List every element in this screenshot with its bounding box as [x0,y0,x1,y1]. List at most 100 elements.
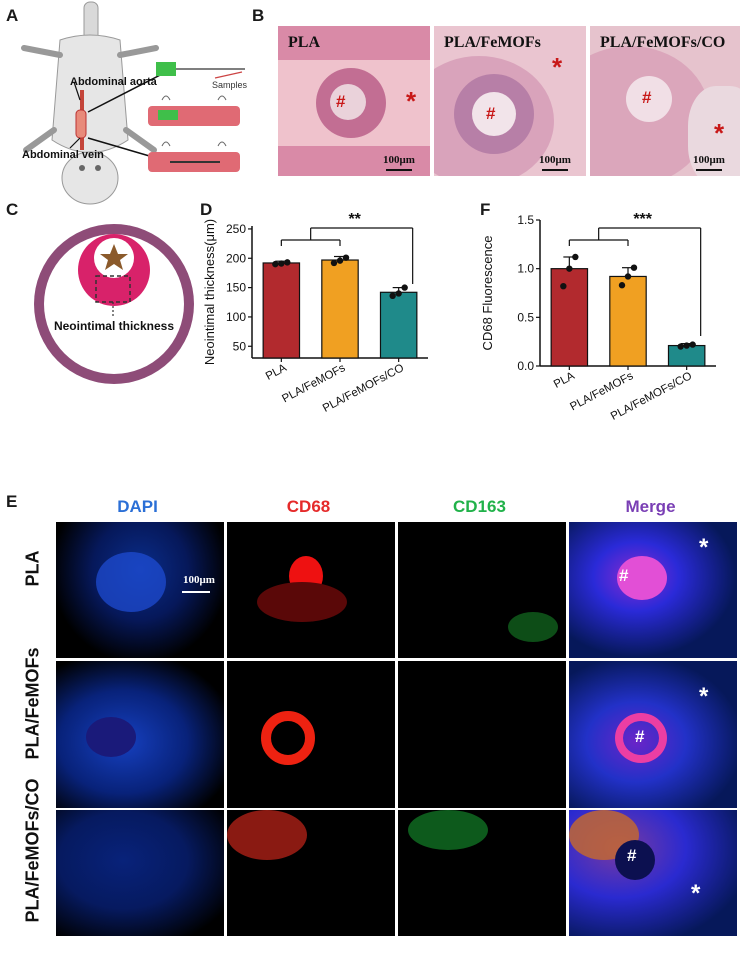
data-point [272,260,279,268]
rat-body [51,34,129,153]
y-tick-label: 50 [233,339,247,353]
panel-label-f: F [480,200,491,219]
lumen-marker: # [336,92,346,111]
star-icon [100,244,128,270]
bar [609,275,647,367]
histology-title: PLA [288,34,320,51]
lumen-marker: # [627,846,637,865]
histology-title: PLA/FeMOFs [444,34,541,51]
scaffold-marker: * [714,118,725,148]
scaffold-marker: * [552,52,563,82]
neointima-schematic: Neointimal thickness [34,224,194,384]
panel-label-c: C [6,200,19,219]
x-tick-label: PLA [552,370,577,391]
y-tick-label: 150 [226,281,246,295]
aorta-arrow [73,81,81,101]
x-tick-label: PLA [264,362,289,383]
y-tick-label: 250 [226,222,246,236]
samples-label: Samples [212,80,248,90]
data-point [683,342,690,349]
histology-panel-pla-femofs-co: PLA/FeMOFs/CO # * 100μm [590,26,740,176]
fluorescence-dapi-pla: 100μm [56,522,224,658]
y-tick-label: 1.0 [517,262,534,276]
bar [550,268,589,367]
lumen-marker: # [635,727,645,746]
lumen-marker: # [642,88,652,107]
panel-label-d: D [200,200,213,219]
fluorescence-cd68-pla [227,522,395,658]
y-tick-label: 0.0 [517,359,534,373]
column-header-cd68: CD68 [286,497,331,516]
implant-site [75,109,87,139]
y-axis-label: CD68 Fluorescence [480,236,495,351]
rat-limbs [21,45,159,153]
scaffold-marker: * [406,86,417,116]
data-point [342,254,350,261]
data-point [395,290,402,297]
lumen-marker: # [486,104,496,123]
y-tick-label: 0.5 [517,310,534,324]
ligature-1 [161,95,227,101]
scaffold-marker: * [699,534,709,561]
data-point [624,273,632,280]
row-label-pla-femofs-co: PLA/FeMOFs/CO [22,778,43,923]
lumen-marker: # [619,566,629,585]
lumen [472,92,516,136]
lumen [330,84,366,120]
column-header-merge: Merge [625,497,676,516]
data-point [689,341,696,348]
histology-title: PLA/FeMOFs/CO [600,34,726,51]
scale-bar [696,169,722,171]
sample-tube [214,71,243,79]
neointima-label: Neointimal thickness [54,319,174,333]
scale-label: 100μm [693,154,725,166]
data-point [330,259,338,267]
y-axis-label: Neointimal thickness(μm) [202,219,217,365]
scale-label: 100μm [183,574,215,586]
panel-label-a: A [6,6,19,25]
fluorescence-cd163-pla-femofs-co [398,810,566,936]
data-point [566,265,573,272]
scaffold-marker: * [691,880,701,907]
fluorescence-cd163-pla [398,522,566,658]
scale-bar [542,169,568,171]
rat-eye-right [95,165,101,171]
fluorescence-merge-pla-femofs: # * [569,661,737,808]
scale-bar [386,169,412,171]
bar [321,259,359,359]
data-point [336,257,344,264]
y-tick-label: 100 [226,310,246,324]
y-tick-label: 200 [226,251,246,265]
fluorescence-cd68-pla-femofs [227,661,395,808]
ligature-2 [161,141,227,147]
y-tick-label: 1.5 [517,213,534,227]
column-header-cd163: CD163 [453,497,506,516]
scaffold-marker: * [699,683,709,710]
scale-label: 100μm [539,154,571,166]
vein-label: Abdominal vein [22,149,104,161]
row-label-pla: PLA [22,550,43,587]
data-point [284,259,291,266]
data-point [618,282,626,289]
column-header-dapi: DAPI [117,497,158,516]
scale-label: 100μm [383,154,415,166]
data-point [401,284,408,291]
fluorescence-dapi-pla-femofs-co [56,810,224,936]
histology-panel-pla-femofs: PLA/FeMOFs # * 100μm [434,26,586,176]
data-point [560,282,567,290]
data-point [677,343,684,350]
surgery-schematic: Abdominal aorta Abdominal vein Samples [21,1,248,205]
bar [379,291,418,359]
syringe-icon [156,62,176,76]
panel-label-e: E [6,492,18,511]
lumen [626,76,672,122]
chart-neointimal-thickness: 50 100 150 200 250 Neointimal thickness(μm) PL… [202,211,428,415]
aorta-label: Abdominal aorta [70,76,158,88]
data-point [630,264,638,271]
significance-label: ** [348,211,361,228]
fluorescence-merge-pla: # * [569,522,737,658]
fluorescence-cd163-pla-femofs [398,661,566,808]
bar [262,262,301,359]
data-point [278,260,285,267]
histology-panel-pla: PLA # * 100μm [278,26,430,176]
